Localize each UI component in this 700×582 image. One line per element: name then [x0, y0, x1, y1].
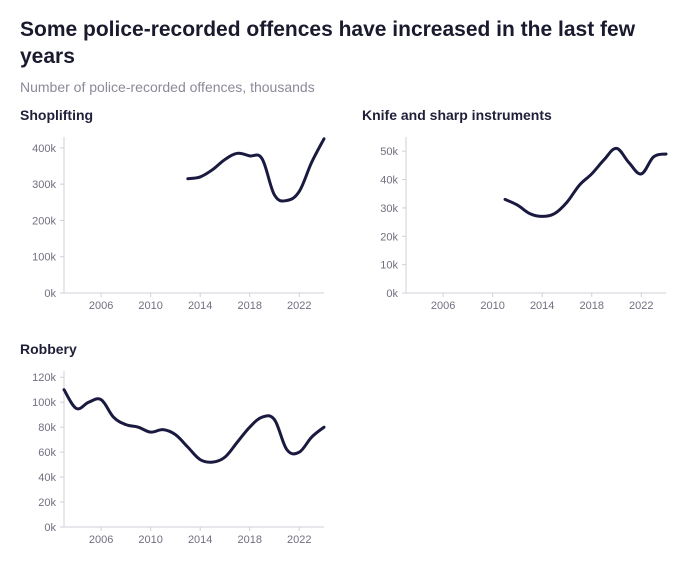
y-tick-label: 50k: [380, 146, 398, 158]
x-tick-label: 2018: [237, 534, 261, 546]
y-tick-label: 20k: [38, 497, 56, 509]
x-tick-label: 2014: [530, 300, 554, 312]
x-tick-label: 2006: [89, 300, 113, 312]
chart-panel-robbery: Robbery 0k 20k 40k 60k 80k 100k 120k 2006 2010 201…: [20, 341, 330, 551]
chart-panel-shoplifting: Shoplifting 0k 100k 200k 300k 400k 2006 2010 201…: [20, 107, 330, 317]
y-tick-label: 0k: [44, 288, 56, 300]
panel-title: Robbery: [20, 341, 330, 357]
y-tick-label: 40k: [380, 174, 398, 186]
x-tick-label: 2018: [237, 300, 261, 312]
x-tick-label: 2022: [287, 300, 311, 312]
y-axis: 0k 100k 200k 300k 400k: [32, 137, 64, 300]
y-tick-label: 40k: [38, 472, 56, 484]
page-title: Some police-recorded offences have incre…: [20, 16, 680, 71]
x-tick-label: 2006: [431, 300, 455, 312]
page-subtitle: Number of police-recorded offences, thou…: [20, 79, 680, 95]
panels-grid: Shoplifting 0k 100k 200k 300k 400k 2006 2010 201…: [20, 107, 680, 551]
series-line: [188, 138, 324, 200]
y-axis: 0k 10k 20k 30k 40k 50k: [380, 137, 406, 300]
chart-svg: 0k 100k 200k 300k 400k 2006 2010 2014 2018 2022: [20, 127, 330, 317]
series-line: [64, 389, 324, 462]
x-tick-label: 2006: [89, 534, 113, 546]
y-tick-label: 100k: [32, 397, 56, 409]
x-tick-label: 2022: [287, 534, 311, 546]
y-tick-label: 0k: [386, 288, 398, 300]
y-tick-label: 120k: [32, 372, 56, 384]
x-tick-label: 2010: [138, 300, 162, 312]
x-axis: 2006 2010 2014 2018 2022: [64, 293, 324, 312]
y-tick-label: 80k: [38, 422, 56, 434]
y-tick-label: 400k: [32, 142, 56, 154]
panel-title: Knife and sharp instruments: [362, 107, 672, 123]
y-tick-label: 30k: [380, 203, 398, 215]
x-tick-label: 2018: [579, 300, 603, 312]
y-tick-label: 10k: [380, 259, 398, 271]
panel-title: Shoplifting: [20, 107, 330, 123]
y-axis: 0k 20k 40k 60k 80k 100k 120k: [32, 371, 64, 534]
series-line: [505, 148, 666, 216]
x-tick-label: 2010: [480, 300, 504, 312]
x-tick-label: 2014: [188, 300, 212, 312]
x-axis: 2006 2010 2014 2018 2022: [64, 527, 324, 546]
x-tick-label: 2022: [629, 300, 653, 312]
figure-container: Some police-recorded offences have incre…: [0, 0, 700, 582]
y-tick-label: 300k: [32, 179, 56, 191]
chart-panel-knife: Knife and sharp instruments 0k 10k 20k 30k 40…: [362, 107, 672, 317]
chart-svg: 0k20k40k60k80k100k120k200620102014201820…: [20, 361, 330, 551]
x-axis: 2006 2010 2014 2018 2022: [406, 293, 666, 312]
x-tick-label: 2014: [188, 534, 212, 546]
y-tick-label: 200k: [32, 215, 56, 227]
x-tick-label: 2010: [138, 534, 162, 546]
y-tick-label: 100k: [32, 251, 56, 263]
y-tick-label: 20k: [380, 231, 398, 243]
chart-svg: 0k 10k 20k 30k 40k 50k 2006 2010 2014 2018 2022: [362, 127, 672, 317]
y-tick-label: 0k: [44, 522, 56, 534]
y-tick-label: 60k: [38, 447, 56, 459]
